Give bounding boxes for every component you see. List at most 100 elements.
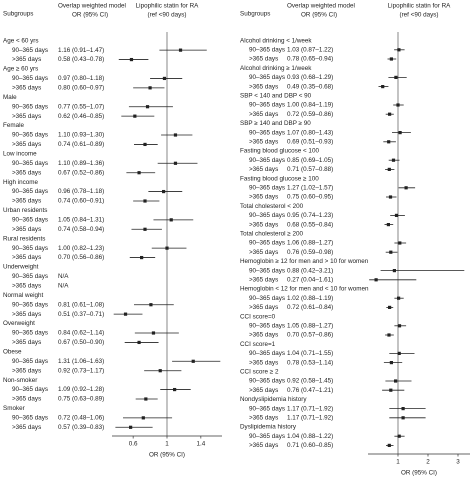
row-label: >365 days xyxy=(12,141,41,148)
row-label: 90–365 days xyxy=(12,273,48,280)
x-tick-label: 3 xyxy=(456,459,460,466)
or-value: 1.03 (0.87–1.22) xyxy=(287,46,333,53)
row-label: 90–365 days xyxy=(249,295,285,302)
or-value: 0.74 (0.58–0.94) xyxy=(58,226,104,233)
subgroup-label: Age ≥ 60 yrs xyxy=(3,66,38,73)
or-value: 1.06 (0.88–1.27) xyxy=(287,240,333,247)
point-estimate xyxy=(397,296,401,300)
subgroup-label: Smoker xyxy=(3,405,25,412)
row-label: >365 days xyxy=(249,276,278,283)
or-value: 0.70 (0.57–0.86) xyxy=(287,332,333,339)
or-value: 1.07 (0.80–1.43) xyxy=(287,129,333,136)
or-value: 0.71 (0.60–0.85) xyxy=(287,442,333,449)
point-estimate xyxy=(388,305,392,309)
row-label: >365 days xyxy=(249,194,278,201)
point-estimate xyxy=(387,333,391,337)
subgroup-label: Underweight xyxy=(3,264,39,271)
subgroup-label: CCI score=0 xyxy=(240,313,276,320)
subgroup-label: High income xyxy=(3,179,38,186)
row-label: 90–365 days xyxy=(12,188,48,195)
point-estimate xyxy=(396,103,400,107)
or-value: 0.85 (0.69–1.05) xyxy=(287,157,333,164)
point-estimate xyxy=(397,48,401,52)
point-estimate xyxy=(389,250,393,254)
point-estimate xyxy=(389,57,393,61)
or-value: 1.16 (0.91–1.47) xyxy=(58,47,104,54)
or-value: 0.78 (0.53–1.14) xyxy=(287,359,333,366)
column-header: (ref <90 days) xyxy=(399,12,438,19)
subgroup-label: Low income xyxy=(3,151,37,158)
subgroup-label: SBP ≥ 140 and DBP ≥ 90 xyxy=(240,120,311,127)
column-header: Lipophilic statin for RA xyxy=(388,3,451,10)
x-axis-label: OR (95% CI) xyxy=(401,470,437,477)
point-estimate xyxy=(387,443,391,447)
row-label: 90–365 days xyxy=(249,240,285,247)
row-label: >365 days xyxy=(12,339,41,346)
column-header: Subgroups xyxy=(240,11,270,18)
or-value: 1.27 (1.02–1.57) xyxy=(287,184,333,191)
column-header: Overlap weighted model xyxy=(58,3,126,10)
point-estimate xyxy=(143,199,147,203)
point-estimate xyxy=(389,388,393,392)
subgroup-label: Alcohol drinking < 1/week xyxy=(240,37,312,44)
row-label: >365 days xyxy=(12,254,41,261)
column-header: Overlap weighted model xyxy=(287,3,355,10)
row-label: >365 days xyxy=(12,56,41,63)
row-label: >365 days xyxy=(12,198,41,205)
or-value: 1.05 (0.88–1.27) xyxy=(287,322,333,329)
subgroup-label: Rural residents xyxy=(3,235,45,242)
or-value: 0.78 (0.65–0.94) xyxy=(287,56,333,63)
row-label: 90–365 days xyxy=(12,330,48,337)
x-tick-label: 0.6 xyxy=(129,441,138,448)
subgroup-label: Age < 60 yrs xyxy=(3,37,39,44)
row-label: 90–365 days xyxy=(249,378,285,385)
x-tick-label: 2 xyxy=(426,459,430,466)
row-label: >365 days xyxy=(249,387,278,394)
row-label: >365 days xyxy=(249,414,278,421)
subgroup-label: Non-smoker xyxy=(3,377,37,384)
point-estimate xyxy=(394,379,398,383)
or-value: 0.75 (0.60–0.95) xyxy=(287,194,333,201)
row-label: >365 days xyxy=(249,56,278,63)
row-label: >365 days xyxy=(249,166,278,173)
subgroup-label: Hemoglobin < 12 for men and < 10 for wom… xyxy=(240,286,369,293)
subgroup-label: Hemoglobin ≥ 12 for men and > 10 for wom… xyxy=(240,258,369,265)
row-label: 90–365 days xyxy=(12,358,48,365)
row-label: >365 days xyxy=(12,424,41,431)
or-value: 0.74 (0.60–0.91) xyxy=(58,198,104,205)
point-estimate xyxy=(143,142,147,147)
row-label: 90–365 days xyxy=(12,415,48,422)
or-value: 0.27 (0.04–1.61) xyxy=(287,276,333,283)
point-estimate xyxy=(374,278,378,282)
point-estimate xyxy=(151,331,156,335)
point-estimate xyxy=(394,75,398,79)
point-estimate xyxy=(398,241,402,245)
or-value: 1.10 (0.89–1.36) xyxy=(58,160,104,167)
row-label: >365 days xyxy=(249,332,278,339)
row-label: 90–365 days xyxy=(12,75,48,82)
row-label: 90–365 days xyxy=(12,47,48,54)
subgroup-label: CCI score=1 xyxy=(240,341,276,348)
row-label: 90–365 days xyxy=(249,102,285,109)
row-label: >365 days xyxy=(12,169,41,176)
or-value: 0.49 (0.35–0.68) xyxy=(287,83,333,90)
point-estimate xyxy=(169,218,173,222)
row-label: 90–365 days xyxy=(249,405,285,412)
row-label: 90–365 days xyxy=(249,74,285,81)
or-value: 1.00 (0.82–1.23) xyxy=(58,245,104,252)
or-value: 0.70 (0.56–0.86) xyxy=(58,254,104,261)
x-tick-label: 1.4 xyxy=(196,441,205,448)
row-label: 90–365 days xyxy=(249,129,285,136)
subgroup-label: Total cholesterol ≥ 200 xyxy=(240,230,303,237)
point-estimate xyxy=(143,227,147,231)
point-estimate xyxy=(158,369,162,373)
row-label: 90–365 days xyxy=(249,46,285,53)
or-value: 0.80 (0.60–0.97) xyxy=(58,85,104,92)
or-value: N/A xyxy=(58,283,69,290)
row-label: >365 days xyxy=(12,396,41,403)
row-label: >365 days xyxy=(12,283,41,290)
row-label: >365 days xyxy=(249,138,278,145)
point-estimate xyxy=(397,434,401,438)
or-value: 0.77 (0.55–1.07) xyxy=(58,103,104,110)
point-estimate xyxy=(178,48,183,52)
